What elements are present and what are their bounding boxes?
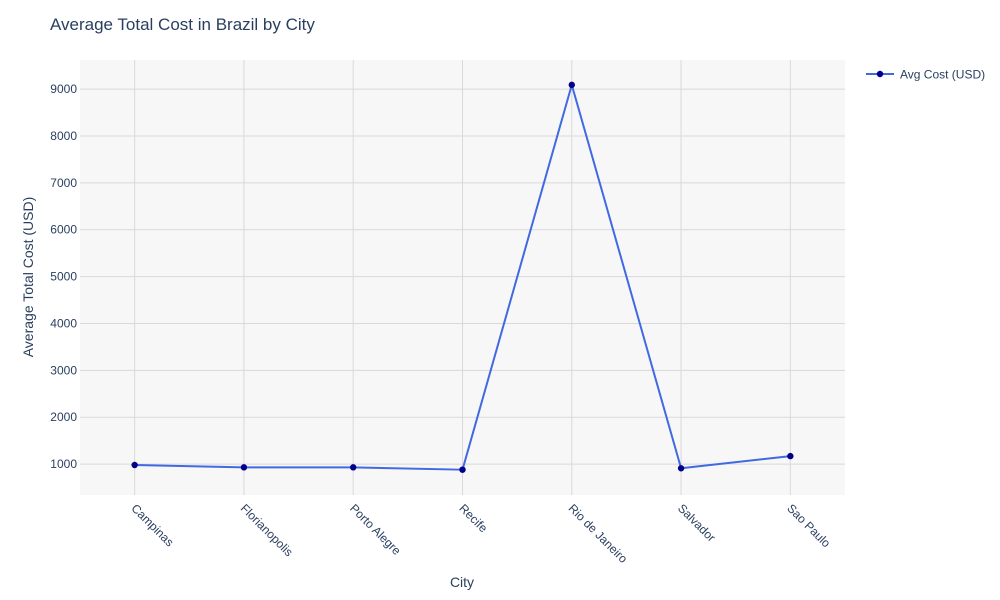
y-tick-label: 7000	[50, 176, 77, 190]
y-axis-ticks: 1000 2000 3000 4000 5000 6000 7000 8000 9000	[50, 82, 77, 471]
chart-title: Average Total Cost in Brazil by City	[50, 15, 315, 34]
y-tick-label: 2000	[50, 410, 77, 424]
data-point[interactable]	[568, 81, 575, 89]
x-tick-label: Florianopolis	[238, 501, 296, 559]
y-tick-label: 3000	[50, 363, 77, 377]
y-tick-label: 5000	[50, 270, 77, 284]
x-tick-label: Campinas	[129, 501, 177, 549]
x-tick-label: Porto Alegre	[347, 501, 404, 558]
x-tick-label: Sao Paulo	[784, 501, 833, 550]
data-point[interactable]	[677, 465, 685, 472]
data-point[interactable]	[350, 464, 357, 471]
y-tick-label: 9000	[50, 82, 77, 96]
x-axis-ticks: Campinas Florianopolis Porto Alegre Recife R…	[129, 501, 834, 566]
y-tick-label: 1000	[50, 457, 77, 471]
x-tick-label: Salvador	[675, 501, 718, 544]
x-tick-label: Recife	[456, 501, 490, 535]
data-markers	[131, 81, 794, 473]
y-tick-label: 8000	[50, 129, 77, 143]
y-axis-title: Average Total Cost (USD)	[20, 197, 36, 358]
data-point[interactable]	[459, 466, 466, 473]
y-tick-label: 4000	[50, 316, 77, 330]
legend-label: Avg Cost (USD)	[900, 68, 985, 82]
data-point[interactable]	[240, 464, 248, 471]
x-tick-label: Rio de Janeiro	[566, 501, 631, 566]
grid-layer	[80, 60, 845, 495]
legend-marker-swatch	[876, 70, 884, 78]
legend[interactable]: Avg Cost (USD)	[866, 68, 985, 82]
data-point[interactable]	[131, 461, 138, 469]
y-tick-label: 6000	[50, 223, 77, 237]
data-point[interactable]	[787, 452, 794, 460]
x-axis-title: City	[450, 574, 474, 590]
